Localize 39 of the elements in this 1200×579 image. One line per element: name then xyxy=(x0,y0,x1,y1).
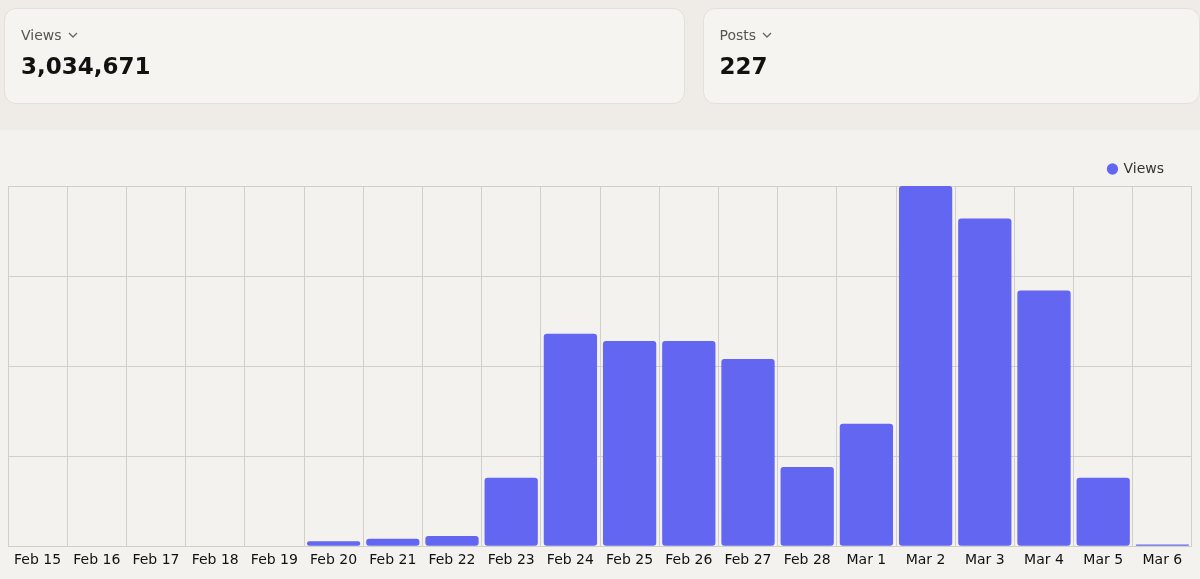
x-tick-label: Mar 4 xyxy=(1024,551,1064,568)
x-tick-label: Feb 18 xyxy=(191,551,239,568)
bar xyxy=(1076,477,1130,546)
bar xyxy=(366,538,420,546)
bar xyxy=(484,477,538,546)
x-tick-label: Feb 21 xyxy=(369,551,417,568)
legend-label: Views xyxy=(1123,159,1165,176)
x-tick-label: Feb 22 xyxy=(428,551,476,568)
x-tick-label: Mar 1 xyxy=(846,551,887,568)
x-tick-label: Feb 17 xyxy=(132,551,180,568)
bar xyxy=(543,333,598,546)
bar xyxy=(721,358,775,546)
x-tick-label: Mar 2 xyxy=(905,551,946,568)
text: 227 xyxy=(719,53,769,79)
x-tick-label: Mar 5 xyxy=(1083,551,1124,568)
x-tick-label: Feb 16 xyxy=(73,551,121,568)
text: Posts xyxy=(719,27,757,43)
x-tick-label: Feb 15 xyxy=(14,551,62,568)
x-tick-label: Feb 25 xyxy=(606,551,654,568)
x-tick-label: Feb 24 xyxy=(546,551,595,568)
bar xyxy=(780,466,834,546)
bar xyxy=(898,186,953,546)
x-tick-label: Mar 6 xyxy=(1142,551,1183,568)
text: Views xyxy=(21,27,62,43)
x-tick-label: Mar 3 xyxy=(964,551,1005,568)
x-tick-label: Feb 28 xyxy=(783,551,831,568)
x-tick-label: Feb 23 xyxy=(487,551,535,568)
bar xyxy=(306,541,361,546)
text: 3,034,671 xyxy=(21,53,152,79)
bar xyxy=(602,340,657,546)
x-tick-label: Feb 20 xyxy=(310,551,358,568)
bar xyxy=(425,536,479,546)
bar xyxy=(1017,290,1071,546)
bar xyxy=(958,218,1012,546)
x-tick-label: Feb 26 xyxy=(665,551,713,568)
bar xyxy=(839,423,894,546)
x-tick-label: Feb 27 xyxy=(724,551,772,568)
x-tick-label: Feb 19 xyxy=(250,551,298,568)
bar xyxy=(662,340,716,546)
